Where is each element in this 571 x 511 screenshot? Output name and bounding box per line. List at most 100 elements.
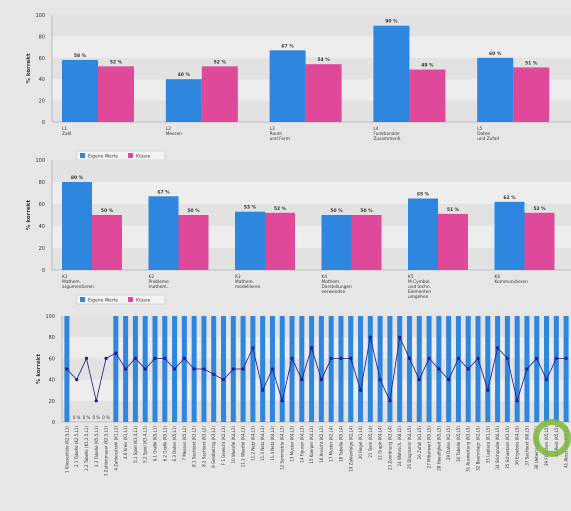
y-axis-title: % korrekt [36, 354, 42, 385]
class-average-point [427, 356, 431, 360]
x-category-label: Messen [166, 131, 182, 137]
grid-band [52, 36, 571, 58]
item-category-label: 13 Muster (K4,L3) [290, 426, 295, 462]
item-category-label: 31 Auswertung (K3,L5) [466, 426, 471, 472]
item-bar [426, 316, 432, 422]
x-category-label: K2 [149, 274, 155, 280]
class-average-point [84, 356, 89, 360]
bar-class [524, 212, 555, 270]
x-category-label: K1 [62, 274, 68, 280]
bar-value-label: 65 % [417, 192, 430, 198]
item-bar [318, 316, 324, 422]
item-category-label: 15 Koerper (K4,L3) [309, 426, 314, 464]
item-category-label: 9 Geldbetrag (K3,L2) [211, 426, 216, 468]
item-category-label: 24 Wahrsch. (K6,L5) [397, 426, 402, 467]
item-category-label: 5.1 Spiel (K3,4,L1) [133, 426, 138, 463]
class-average-point [495, 346, 500, 350]
bar-own [477, 57, 514, 122]
item-bar [348, 316, 354, 422]
class-average-point [456, 356, 461, 360]
x-category-label: K3 [235, 274, 241, 280]
item-category-label: 10 Wuerfel (K4,L3) [231, 426, 236, 464]
x-category-label: Mathem. [235, 279, 254, 285]
bar-own [269, 50, 306, 123]
bar-own [408, 198, 438, 270]
legend-swatch-own [80, 153, 85, 158]
item-bar [504, 316, 510, 422]
item-category-label: 2.3 Tabelle (K5,5,L1) [94, 426, 99, 467]
item-category-label: 23 Zuordnung (K3,L4) [387, 426, 392, 470]
item-bar [367, 316, 373, 422]
class-average-point [241, 367, 245, 371]
class-average-point [114, 351, 118, 355]
bar-value-label: 53 % [244, 205, 257, 211]
y-tick-label: 80 [39, 34, 45, 40]
item-category-label: 6.2 Grafik (K5,L1) [162, 426, 167, 462]
bar-value-label: 52 % [274, 206, 287, 212]
bar-value-label: 51 % [525, 60, 538, 66]
x-category-label: L4 [373, 126, 378, 132]
grid-band [52, 15, 571, 37]
class-average-point [554, 356, 558, 360]
class-average-point [447, 378, 451, 382]
bar-class [178, 215, 209, 270]
item-bar [309, 316, 315, 422]
item-category-label: 37 Sachtext (K6,L5) [524, 426, 529, 466]
class-average-point [192, 367, 196, 371]
bar-class [305, 64, 342, 122]
bar-class [351, 215, 382, 270]
item-category-label: 19 Zahlenfolge (K2,L4) [348, 426, 353, 472]
class-average-point [231, 367, 235, 371]
class-average-point [398, 335, 402, 339]
bar-own [148, 196, 179, 270]
item-bar [544, 316, 550, 422]
bar-value-label: 52 % [533, 206, 546, 212]
item-bar [162, 316, 168, 422]
y-tick-label: 20 [39, 99, 45, 105]
item-category-label: 16 Ansicht (K2,L3) [319, 426, 324, 463]
y-tick-label: 60 [49, 356, 55, 362]
item-category-label: 8.2 Sachtext (K3,L2) [201, 426, 206, 467]
y-tick-label: 0 [42, 120, 45, 126]
bar-value-label: 67 % [281, 43, 294, 49]
y-axis-title: % korrekt [26, 53, 32, 84]
item-category-label: F 1 Gewicht (K2,L3) [221, 426, 226, 466]
y-tick-label: 80 [39, 180, 45, 186]
legend-label-class: Klasse [136, 154, 151, 160]
class-average-point [104, 356, 108, 360]
x-category-label: und Form [270, 136, 290, 142]
class-average-point [202, 367, 206, 371]
x-category-label: L1 [62, 126, 67, 132]
legend-swatch-own [80, 297, 85, 302]
item-bar [495, 316, 501, 422]
item-category-label: 27 Mittelwert (K5,L5) [427, 426, 432, 469]
bar-value-label: 52 % [214, 59, 227, 65]
item-bar [514, 316, 520, 422]
x-category-label: K6 [495, 274, 501, 280]
item-category-label: 2.2 Tabelle (K1,2,5,L1) [84, 426, 89, 471]
item-category-label: 4.6 Kreis (K1,L1) [123, 426, 128, 460]
grid-band [62, 316, 571, 338]
item-category-label: 11.4 Netz (K4,L3) [270, 426, 275, 461]
y-tick-label: 80 [49, 335, 55, 341]
x-category-label: Funktionaler [373, 131, 400, 137]
x-category-label: und Zufall [477, 136, 499, 142]
class-average-point [270, 367, 275, 371]
y-axis-title: % korrekt [26, 200, 32, 231]
y-tick-label: 60 [39, 202, 45, 208]
item-category-label: 11.2 Netz (K4,L3) [250, 426, 255, 461]
item-category-label: 32 Baumdiagr. (K2,L5) [476, 426, 481, 471]
bar-class [438, 213, 468, 270]
legend-swatch-class [128, 153, 133, 158]
x-category-label: L3 [270, 126, 275, 132]
bar-value-label: 67 % [157, 189, 170, 195]
item-category-label: 29 Daten (K2,L5) [446, 426, 451, 461]
bar-own [494, 201, 525, 270]
x-category-label: Darstellungen [322, 284, 352, 290]
bar-value-label: 62 % [503, 195, 516, 201]
class-average-point [466, 367, 470, 371]
item-bar [387, 316, 393, 422]
highlight-ring [533, 419, 571, 457]
